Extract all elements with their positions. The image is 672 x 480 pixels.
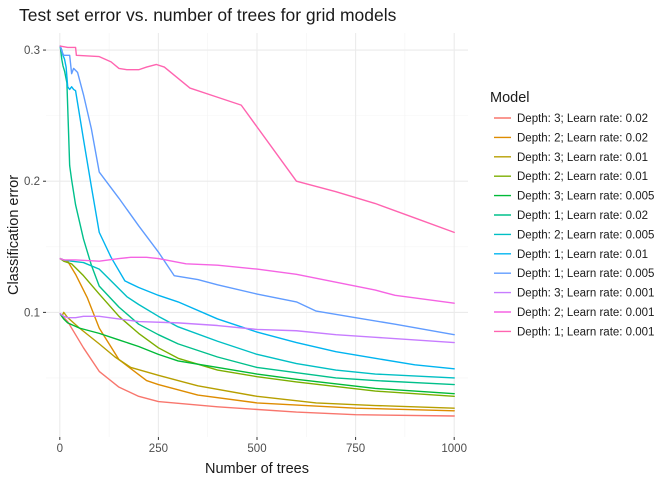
y-axis-title: Classification error [6, 175, 22, 295]
chart-title: Test set error vs. number of trees for g… [19, 5, 397, 25]
legend-label: Depth: 3; Learn rate: 0.005 [517, 191, 654, 203]
series-line-12 [59, 45, 455, 234]
x-tick-label: 1000 [441, 443, 467, 455]
legend: Model Depth: 3; Learn rate: 0.02 Depth: 2… [490, 90, 654, 338]
x-tick-label: 250 [149, 443, 168, 455]
legend-items: Depth: 3; Learn rate: 0.02 Depth: 2; Lear… [494, 113, 654, 338]
series-line-9 [59, 45, 455, 336]
series-line-2 [59, 257, 455, 412]
series-lines [59, 45, 455, 417]
legend-label: Depth: 2; Learn rate: 0.02 [517, 132, 648, 144]
series-line-1 [59, 313, 455, 417]
series-line-4 [59, 257, 455, 398]
series-line-5 [59, 313, 455, 395]
y-tick-label: 0.2 [24, 176, 40, 188]
series-line-11 [59, 256, 455, 304]
x-axis-ticks: 0 250 500 750 1000 [57, 437, 467, 455]
series-line-7 [59, 257, 455, 379]
legend-label: Depth: 3; Learn rate: 0.02 [517, 113, 648, 125]
legend-label: Depth: 2; Learn rate: 0.001 [517, 307, 654, 319]
legend-label: Depth: 3; Learn rate: 0.001 [517, 288, 654, 300]
y-tick-label: 0.1 [24, 307, 40, 319]
series-line-10 [59, 313, 455, 344]
x-axis-title: Number of trees [205, 461, 309, 477]
legend-label: Depth: 3; Learn rate: 0.01 [517, 152, 648, 164]
legend-label: Depth: 1; Learn rate: 0.02 [517, 210, 648, 222]
legend-label: Depth: 1; Learn rate: 0.005 [517, 268, 654, 280]
legend-label: Depth: 1; Learn rate: 0.001 [517, 326, 654, 338]
x-tick-label: 500 [247, 443, 266, 455]
y-tick-label: 0.3 [24, 45, 40, 57]
legend-label: Depth: 2; Learn rate: 0.005 [517, 229, 654, 241]
y-axis-ticks: 0.1 0.2 0.3 [24, 45, 46, 319]
legend-title: Model [490, 90, 530, 106]
series-line-3 [59, 311, 455, 409]
legend-label: Depth: 1; Learn rate: 0.01 [517, 249, 648, 261]
plot-panel [46, 33, 468, 437]
series-line-6 [59, 45, 455, 386]
x-tick-label: 750 [346, 443, 365, 455]
x-tick-label: 0 [57, 443, 63, 455]
legend-label: Depth: 2; Learn rate: 0.01 [517, 171, 648, 183]
series-line-8 [59, 45, 455, 370]
